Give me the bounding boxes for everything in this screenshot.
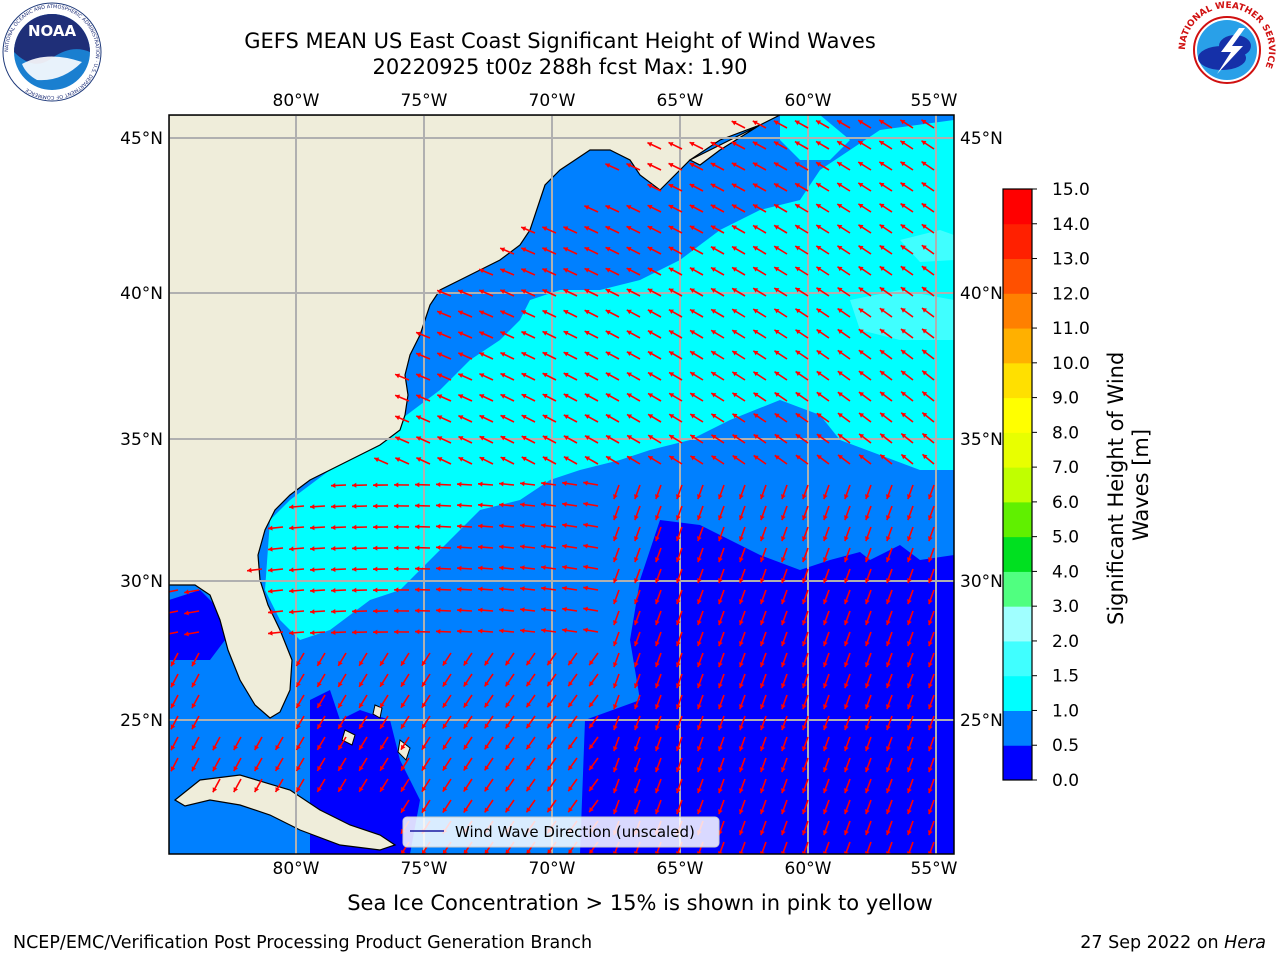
colorbar-swatch <box>1003 293 1032 328</box>
colorbar-tick-label: 9.0 <box>1052 389 1079 409</box>
lon-tick-bottom-60w: 60°W <box>785 859 832 879</box>
colorbar-tick-label: 15.0 <box>1052 180 1090 200</box>
colorbar-tick-label: 6.0 <box>1052 493 1079 513</box>
wave-arrow-head <box>163 611 168 616</box>
lat-tick-right-40n: 40°N <box>960 284 1003 304</box>
colorbar-swatch <box>1003 398 1032 433</box>
lon-tick-bottom-55w: 55°W <box>911 859 958 879</box>
footer-credit: NCEP/EMC/Verification Post Processing Pr… <box>13 933 592 953</box>
footer-host: Hera <box>1224 933 1266 953</box>
lon-tick-top-55w: 55°W <box>911 91 958 111</box>
wave-arrow-head <box>163 590 168 595</box>
colorbar-swatch <box>1003 259 1032 294</box>
lon-tick-bottom-70w: 70°W <box>529 859 576 879</box>
colorbar-swatch <box>1003 467 1032 502</box>
lon-tick-top-75w: 75°W <box>401 91 448 111</box>
colorbar-swatch <box>1003 189 1032 224</box>
lat-tick-left-40n: 40°N <box>120 284 163 304</box>
colorbar-tick-label: 13.0 <box>1052 250 1090 270</box>
colorbar-tick-label: 2.0 <box>1052 632 1079 652</box>
colorbar-tick-label: 5.0 <box>1052 528 1079 548</box>
lat-tick-right-30n: 30°N <box>960 572 1003 592</box>
colorbar-swatch <box>1003 606 1032 641</box>
lon-tick-top-70w: 70°W <box>529 91 576 111</box>
lat-tick-left-35n: 35°N <box>120 430 163 450</box>
colorbar-swatch <box>1003 571 1032 606</box>
colorbar-tick-label: 8.0 <box>1052 423 1079 443</box>
lat-tick-left-45n: 45°N <box>120 129 163 149</box>
lat-tick-left-25n: 25°N <box>120 711 163 731</box>
colorbar-swatch <box>1003 537 1032 572</box>
wave-arrow-head <box>163 632 168 637</box>
colorbar-swatch <box>1003 363 1032 398</box>
lon-tick-top-80w: 80°W <box>273 91 320 111</box>
lon-tick-bottom-75w: 75°W <box>401 859 448 879</box>
colorbar-tick-label: 0.5 <box>1052 736 1079 756</box>
colorbar-tick-label: 3.0 <box>1052 597 1079 617</box>
lon-tick-top-65w: 65°W <box>657 91 704 111</box>
colorbar-tick-label: 1.0 <box>1052 701 1079 721</box>
colorbar-tick-label: 14.0 <box>1052 215 1090 235</box>
legend-label: Wind Wave Direction (unscaled) <box>455 823 695 841</box>
colorbar-tick-label: 12.0 <box>1052 284 1090 304</box>
colorbar-swatch <box>1003 710 1032 745</box>
colorbar-swatch <box>1003 224 1032 259</box>
colorbar-swatch <box>1003 328 1032 363</box>
lon-tick-top-60w: 60°W <box>785 91 832 111</box>
footer-date-text: 27 Sep 2022 on <box>1080 933 1224 953</box>
lat-tick-right-25n: 25°N <box>960 711 1003 731</box>
lat-tick-right-35n: 35°N <box>960 430 1003 450</box>
colorbar-tick-label: 10.0 <box>1052 354 1090 374</box>
colorbar-tick-label: 11.0 <box>1052 319 1090 339</box>
colorbar-swatch <box>1003 641 1032 676</box>
sea-ice-note: Sea Ice Concentration > 15% is shown in … <box>140 891 1140 915</box>
colorbar-swatch <box>1003 676 1032 711</box>
colorbar-swatch <box>1003 432 1032 467</box>
colorbar-swatch <box>1003 745 1032 780</box>
colorbar-swatch <box>1003 502 1032 537</box>
lat-tick-right-45n: 45°N <box>960 129 1003 149</box>
footer-date: 27 Sep 2022 on Hera <box>1080 933 1266 953</box>
colorbar-tick-label: 1.5 <box>1052 667 1079 687</box>
lat-tick-left-30n: 30°N <box>120 572 163 592</box>
lon-tick-bottom-65w: 65°W <box>657 859 704 879</box>
lon-tick-bottom-80w: 80°W <box>273 859 320 879</box>
colorbar-label: Significant Height of Wind Waves [m] <box>1104 345 1153 625</box>
colorbar-tick-label: 0.0 <box>1052 771 1079 791</box>
map-legend: Wind Wave Direction (unscaled) <box>403 817 719 847</box>
map-figure: 80°W 75°W 70°W 65°W 60°W 55°W 80°W 75°W … <box>0 0 1280 960</box>
colorbar-tick-label: 4.0 <box>1052 562 1079 582</box>
colorbar: 0.0 0.5 1.0 1.5 2.0 3.0 4.0 5.0 6.0 7.0 8.0 9.0 10.0… <box>1003 180 1090 791</box>
colorbar-tick-label: 7.0 <box>1052 458 1079 478</box>
map-area <box>169 115 954 854</box>
